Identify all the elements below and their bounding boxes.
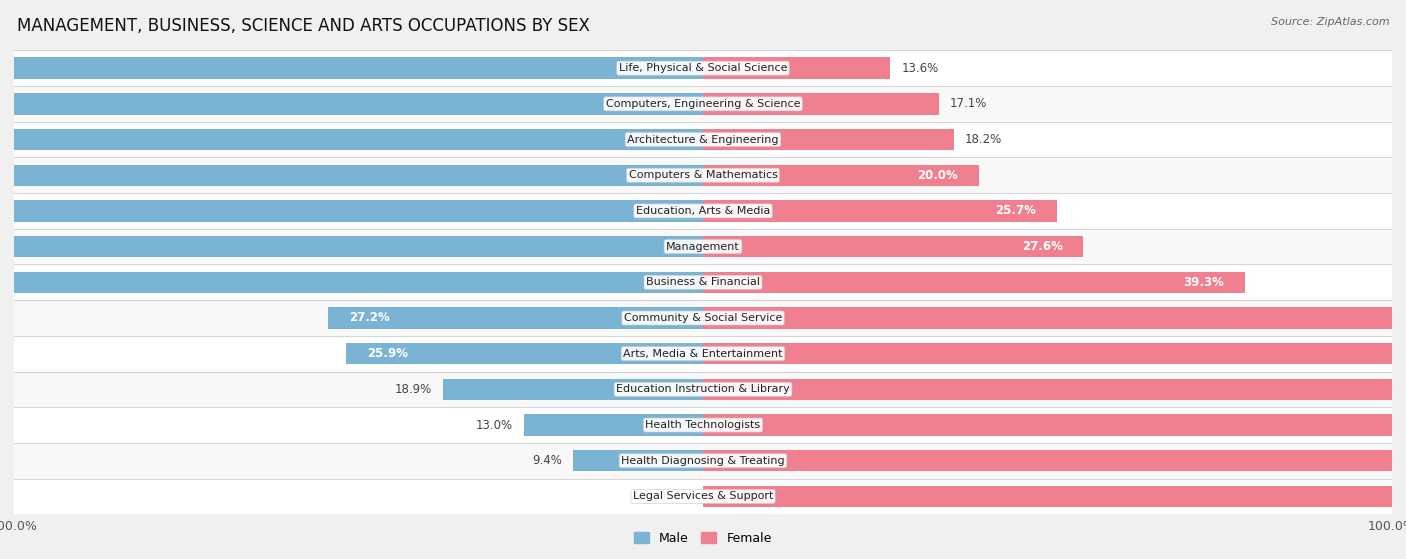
- Bar: [703, 450, 1406, 471]
- Text: MANAGEMENT, BUSINESS, SCIENCE AND ARTS OCCUPATIONS BY SEX: MANAGEMENT, BUSINESS, SCIENCE AND ARTS O…: [17, 17, 589, 35]
- Bar: [0, 58, 703, 79]
- Bar: [14, 407, 1392, 443]
- Text: Health Diagnosing & Treating: Health Diagnosing & Treating: [621, 456, 785, 466]
- Bar: [14, 300, 1392, 336]
- Text: Arts, Media & Entertainment: Arts, Media & Entertainment: [623, 349, 783, 359]
- Text: 20.0%: 20.0%: [917, 169, 957, 182]
- Text: Education, Arts & Media: Education, Arts & Media: [636, 206, 770, 216]
- Text: 27.6%: 27.6%: [1022, 240, 1063, 253]
- Bar: [703, 486, 1406, 507]
- Text: Health Technologists: Health Technologists: [645, 420, 761, 430]
- Bar: [14, 86, 1392, 122]
- Bar: [14, 158, 1392, 193]
- Text: 25.9%: 25.9%: [367, 347, 408, 360]
- Bar: [328, 307, 703, 329]
- Text: Legal Services & Support: Legal Services & Support: [633, 491, 773, 501]
- Text: Life, Physical & Social Science: Life, Physical & Social Science: [619, 63, 787, 73]
- Text: Computers, Engineering & Science: Computers, Engineering & Science: [606, 99, 800, 109]
- Text: 13.0%: 13.0%: [475, 419, 513, 432]
- Bar: [0, 200, 703, 221]
- Text: Source: ZipAtlas.com: Source: ZipAtlas.com: [1271, 17, 1389, 27]
- Text: 0.0%: 0.0%: [662, 490, 692, 503]
- Text: 39.3%: 39.3%: [1182, 276, 1223, 289]
- Bar: [443, 378, 703, 400]
- Bar: [703, 200, 1057, 221]
- Bar: [703, 129, 953, 150]
- Bar: [574, 450, 703, 471]
- Text: Management: Management: [666, 241, 740, 252]
- Bar: [703, 414, 1406, 436]
- Bar: [703, 164, 979, 186]
- Bar: [0, 164, 703, 186]
- Bar: [703, 236, 1083, 257]
- Bar: [0, 272, 703, 293]
- Bar: [14, 372, 1392, 407]
- Bar: [524, 414, 703, 436]
- Bar: [14, 479, 1392, 514]
- Bar: [703, 93, 939, 115]
- Bar: [0, 129, 703, 150]
- Text: Computers & Mathematics: Computers & Mathematics: [628, 170, 778, 180]
- Bar: [0, 236, 703, 257]
- Text: Business & Financial: Business & Financial: [645, 277, 761, 287]
- Text: 18.9%: 18.9%: [394, 383, 432, 396]
- Bar: [14, 193, 1392, 229]
- Text: 17.1%: 17.1%: [949, 97, 987, 110]
- Bar: [703, 58, 890, 79]
- Text: Architecture & Engineering: Architecture & Engineering: [627, 135, 779, 145]
- Text: Education Instruction & Library: Education Instruction & Library: [616, 385, 790, 394]
- Bar: [14, 443, 1392, 479]
- Bar: [14, 336, 1392, 372]
- Legend: Male, Female: Male, Female: [630, 527, 776, 550]
- Bar: [703, 343, 1406, 364]
- Bar: [703, 378, 1406, 400]
- Bar: [14, 122, 1392, 158]
- Text: 18.2%: 18.2%: [965, 133, 1002, 146]
- Bar: [14, 50, 1392, 86]
- Text: 13.6%: 13.6%: [901, 61, 939, 75]
- Bar: [14, 229, 1392, 264]
- Bar: [703, 272, 1244, 293]
- Bar: [703, 307, 1406, 329]
- Text: Community & Social Service: Community & Social Service: [624, 313, 782, 323]
- Bar: [0, 93, 703, 115]
- Text: 9.4%: 9.4%: [533, 454, 562, 467]
- Bar: [14, 264, 1392, 300]
- Bar: [346, 343, 703, 364]
- Text: 25.7%: 25.7%: [995, 205, 1036, 217]
- Text: 27.2%: 27.2%: [349, 311, 389, 324]
